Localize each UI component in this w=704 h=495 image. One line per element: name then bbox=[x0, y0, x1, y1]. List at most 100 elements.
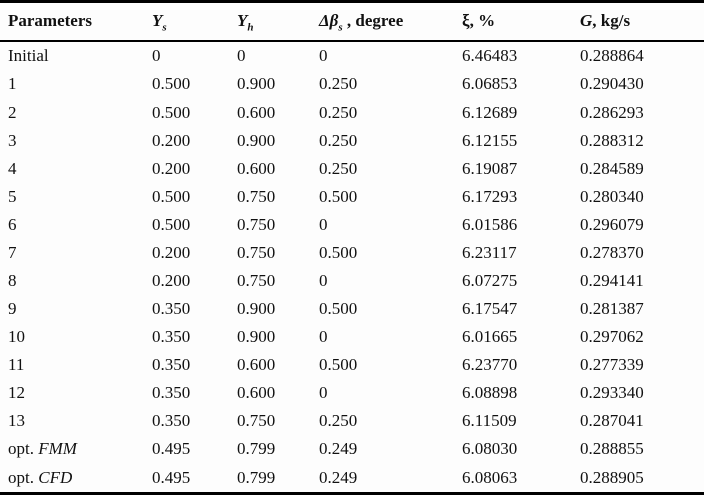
ys-value-cell: 0.500 bbox=[152, 186, 191, 206]
parameter-label-italic: CFD bbox=[38, 467, 73, 487]
g-value-cell: 0.288864 bbox=[580, 46, 644, 66]
xi-value-cell: 6.06853 bbox=[462, 74, 518, 94]
table-row: 7 0.200 0.750 0.500 6.23117 0.278370 bbox=[0, 239, 704, 267]
parameter-label: 8 bbox=[8, 270, 17, 290]
g-value-cell: 0.293340 bbox=[580, 382, 644, 402]
parameter-cell: 10 bbox=[0, 323, 150, 351]
delta-beta-value-cell: 0.250 bbox=[319, 102, 358, 122]
delta-beta-value-cell: 0.249 bbox=[319, 439, 358, 459]
col-header-parameters: Parameters bbox=[0, 1, 150, 42]
parameter-cell: 2 bbox=[0, 99, 150, 127]
ys-value-cell: 0.350 bbox=[152, 298, 191, 318]
g-value-cell: 0.287041 bbox=[580, 411, 644, 431]
ys-value-cell: 0.495 bbox=[152, 467, 191, 487]
ys-value-cell: 0.500 bbox=[152, 74, 191, 94]
ys-value-cell: 0.500 bbox=[152, 102, 191, 122]
parameter-cell: 11 bbox=[0, 351, 150, 379]
col-header-g: G, kg/s bbox=[578, 1, 704, 42]
xi-value-cell: 6.46483 bbox=[462, 46, 518, 66]
parameter-label: 7 bbox=[8, 242, 17, 262]
delta-beta-value-cell: 0 bbox=[319, 326, 328, 346]
yh-value-cell: 0 bbox=[237, 46, 246, 66]
col-header-ys-subscript: s bbox=[162, 20, 167, 33]
yh-value-cell: 0.900 bbox=[237, 74, 276, 94]
table-row: 13 0.350 0.750 0.250 6.11509 0.287041 bbox=[0, 407, 704, 435]
g-value-cell: 0.288905 bbox=[580, 467, 644, 487]
delta-beta-value-cell: 0.250 bbox=[319, 130, 358, 150]
parameter-label: 1 bbox=[8, 74, 17, 94]
parameter-label: 12 bbox=[8, 382, 25, 402]
parameter-label: 5 bbox=[8, 186, 17, 206]
parameter-label: 6 bbox=[8, 214, 17, 234]
delta-beta-value-cell: 0 bbox=[319, 270, 328, 290]
xi-value-cell: 6.08030 bbox=[462, 439, 518, 459]
col-header-xi-unit: , % bbox=[469, 10, 496, 30]
g-value-cell: 0.296079 bbox=[580, 214, 644, 234]
col-header-xi-symbol: ξ bbox=[462, 10, 470, 30]
parameter-cell: 13 bbox=[0, 407, 150, 435]
delta-beta-value-cell: 0 bbox=[319, 382, 328, 402]
g-value-cell: 0.277339 bbox=[580, 354, 644, 374]
yh-value-cell: 0.900 bbox=[237, 298, 276, 318]
ys-value-cell: 0.200 bbox=[152, 270, 191, 290]
table-row: 10 0.350 0.900 0 6.01665 0.297062 bbox=[0, 323, 704, 351]
parameter-label: 4 bbox=[8, 158, 17, 178]
parameter-label: 3 bbox=[8, 130, 17, 150]
col-header-ys: Ys bbox=[150, 1, 235, 42]
xi-value-cell: 6.19087 bbox=[462, 158, 518, 178]
g-value-cell: 0.297062 bbox=[580, 326, 644, 346]
col-header-yh: Yh bbox=[235, 1, 317, 42]
table-row: 11 0.350 0.600 0.500 6.23770 0.277339 bbox=[0, 351, 704, 379]
ys-value-cell: 0.495 bbox=[152, 439, 191, 459]
g-value-cell: 0.278370 bbox=[580, 242, 644, 262]
parameter-cell: 5 bbox=[0, 183, 150, 211]
ys-value-cell: 0.350 bbox=[152, 326, 191, 346]
parameter-label: 2 bbox=[8, 102, 17, 122]
col-header-delta-beta-unit: , degree bbox=[342, 10, 404, 30]
parameter-label: 13 bbox=[8, 411, 25, 431]
parameter-cell: 1 bbox=[0, 70, 150, 98]
yh-value-cell: 0.750 bbox=[237, 411, 276, 431]
table-row: 5 0.500 0.750 0.500 6.17293 0.280340 bbox=[0, 183, 704, 211]
g-value-cell: 0.288312 bbox=[580, 130, 644, 150]
table-row: opt. FMM 0.495 0.799 0.249 6.08030 0.288855 bbox=[0, 435, 704, 463]
xi-value-cell: 6.01665 bbox=[462, 326, 518, 346]
xi-value-cell: 6.01586 bbox=[462, 214, 518, 234]
parameter-cell: opt. FMM bbox=[0, 435, 150, 463]
parameter-cell: Initial bbox=[0, 41, 150, 70]
header-row: Parameters Ys Yh Δβs , degree ξ, % G, kg… bbox=[0, 1, 704, 42]
parameter-label: 9 bbox=[8, 298, 17, 318]
parameter-cell: 6 bbox=[0, 211, 150, 239]
delta-beta-value-cell: 0.500 bbox=[319, 186, 358, 206]
xi-value-cell: 6.12689 bbox=[462, 102, 518, 122]
parameter-label: 11 bbox=[8, 354, 25, 374]
parameter-label: Initial bbox=[8, 46, 49, 66]
ys-value-cell: 0.350 bbox=[152, 382, 191, 402]
table-row: 8 0.200 0.750 0 6.07275 0.294141 bbox=[0, 267, 704, 295]
yh-value-cell: 0.900 bbox=[237, 326, 276, 346]
parameter-label: opt. bbox=[8, 467, 39, 487]
delta-beta-value-cell: 0.250 bbox=[319, 74, 358, 94]
yh-value-cell: 0.799 bbox=[237, 439, 276, 459]
xi-value-cell: 6.08898 bbox=[462, 382, 518, 402]
xi-value-cell: 6.07275 bbox=[462, 270, 518, 290]
ys-value-cell: 0.200 bbox=[152, 130, 191, 150]
xi-value-cell: 6.08063 bbox=[462, 467, 518, 487]
delta-beta-value-cell: 0.500 bbox=[319, 354, 358, 374]
xi-value-cell: 6.23117 bbox=[462, 242, 517, 262]
ys-value-cell: 0 bbox=[152, 46, 161, 66]
yh-value-cell: 0.600 bbox=[237, 158, 276, 178]
table-row: 2 0.500 0.600 0.250 6.12689 0.286293 bbox=[0, 99, 704, 127]
delta-beta-value-cell: 0.500 bbox=[319, 242, 358, 262]
yh-value-cell: 0.799 bbox=[237, 467, 276, 487]
table-row: 12 0.350 0.600 0 6.08898 0.293340 bbox=[0, 379, 704, 407]
g-value-cell: 0.294141 bbox=[580, 270, 644, 290]
table-row: 9 0.350 0.900 0.500 6.17547 0.281387 bbox=[0, 295, 704, 323]
delta-beta-value-cell: 0 bbox=[319, 46, 328, 66]
col-header-ys-symbol: Y bbox=[152, 10, 163, 30]
yh-value-cell: 0.600 bbox=[237, 102, 276, 122]
g-value-cell: 0.280340 bbox=[580, 186, 644, 206]
yh-value-cell: 0.600 bbox=[237, 382, 276, 402]
col-header-yh-symbol: Y bbox=[237, 10, 248, 30]
